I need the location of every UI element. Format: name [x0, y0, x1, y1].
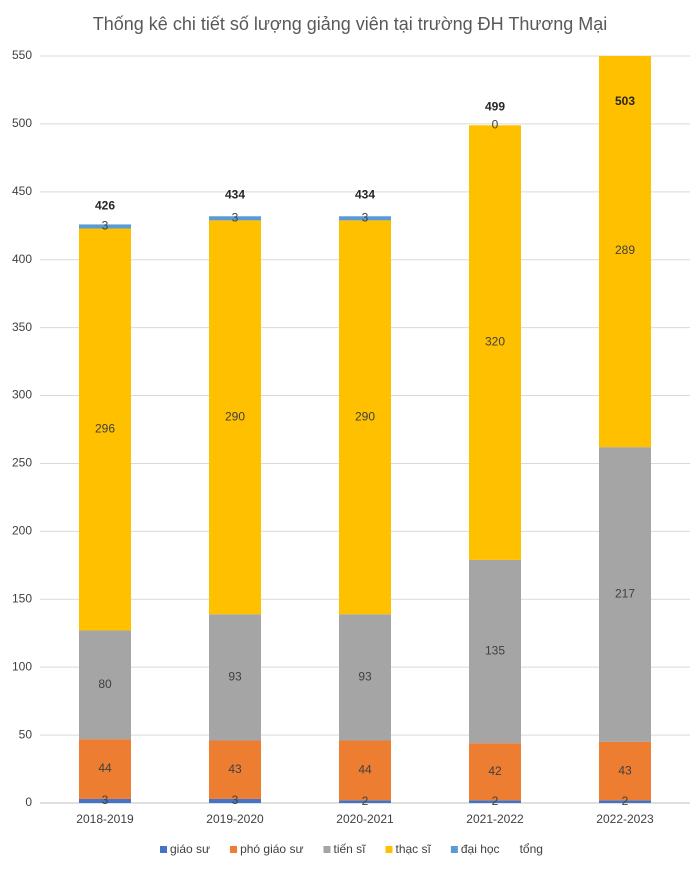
bar-segment [599, 56, 651, 448]
x-tick-label: 2021-2022 [466, 812, 524, 826]
y-tick-label: 350 [12, 320, 32, 334]
data-label: 80 [98, 677, 112, 691]
legend-swatch [160, 846, 167, 853]
data-label: 44 [358, 763, 372, 777]
legend-label: phó giáo sư [240, 842, 303, 856]
bar-segment [209, 614, 261, 741]
data-label: 93 [358, 670, 372, 684]
total-label: 499 [485, 99, 505, 113]
data-label: 320 [485, 335, 505, 349]
y-tick-label: 50 [19, 727, 33, 741]
legend-swatch [450, 846, 458, 853]
bar-segment [469, 559, 521, 744]
data-label: 44 [98, 761, 112, 775]
bar-segment [339, 614, 391, 741]
bar-segment [599, 447, 651, 742]
legend-label: đại học [461, 842, 500, 856]
y-tick-label: 450 [12, 184, 32, 198]
data-label: 3 [232, 210, 239, 224]
x-tick-label: 2018-2019 [76, 812, 134, 826]
bar-segment [339, 800, 391, 803]
bar-segment [79, 224, 131, 229]
data-label: 2 [362, 794, 369, 808]
y-tick-label: 100 [12, 659, 32, 673]
chart-title: Thống kê chi tiết số lượng giảng viên tạ… [93, 14, 607, 34]
bar-segment [469, 800, 521, 803]
data-label: 42 [488, 764, 502, 778]
data-label: 217 [615, 587, 635, 601]
bar-segment [599, 800, 651, 803]
y-tick-label: 300 [12, 388, 32, 402]
total-label: 503 [615, 94, 635, 108]
data-label: 93 [228, 670, 242, 684]
bar-segment [339, 740, 391, 801]
data-label: 2 [622, 794, 629, 808]
bar-segment [599, 741, 651, 801]
bar-segment [209, 220, 261, 615]
data-label: 3 [102, 793, 109, 807]
bar-segment [209, 798, 261, 803]
total-label: 434 [225, 188, 245, 202]
y-tick-label: 400 [12, 252, 32, 266]
y-tick-label: 200 [12, 524, 32, 538]
y-tick-label: 0 [25, 795, 32, 809]
bar-segment [339, 220, 391, 615]
bar-segment [209, 216, 261, 221]
data-label: 290 [225, 409, 245, 423]
x-tick-label: 2022-2023 [596, 812, 654, 826]
bar-segment [79, 630, 131, 740]
total-label: 426 [95, 199, 115, 213]
bar-segment [469, 125, 521, 560]
total-label: 434 [355, 188, 375, 202]
bar-segment [79, 739, 131, 799]
plot [79, 56, 651, 803]
bar-segment [79, 228, 131, 631]
data-label: 290 [355, 409, 375, 423]
bar-segment [209, 740, 261, 799]
legend-swatch [385, 846, 393, 853]
y-tick-label: 500 [12, 116, 32, 130]
x-tick-label: 2019-2020 [206, 812, 264, 826]
data-label: 296 [95, 422, 115, 436]
legend-label: tiến sĩ [333, 842, 366, 856]
data-label: 135 [485, 644, 505, 658]
y-tick-label: 250 [12, 456, 32, 470]
legend-swatch [323, 846, 331, 853]
y-tick-label: 150 [12, 591, 32, 605]
legend-label: thạc sĩ [396, 842, 432, 856]
bar-segment [79, 798, 131, 803]
legend-swatch [230, 846, 238, 853]
data-label: 43 [228, 762, 242, 776]
data-label: 3 [232, 793, 239, 807]
legend-label: giáo sư [170, 842, 210, 856]
bar-segment [469, 743, 521, 801]
data-label: 43 [618, 763, 632, 777]
data-label: 2 [492, 794, 499, 808]
bar-segment [339, 216, 391, 221]
data-label: 3 [362, 210, 369, 224]
y-tick-label: 550 [12, 48, 32, 62]
data-label: 3 [102, 219, 109, 233]
data-label: 289 [615, 243, 635, 257]
x-tick-label: 2020-2021 [336, 812, 394, 826]
legend-label: tổng [520, 842, 543, 856]
data-label: 0 [492, 117, 499, 131]
